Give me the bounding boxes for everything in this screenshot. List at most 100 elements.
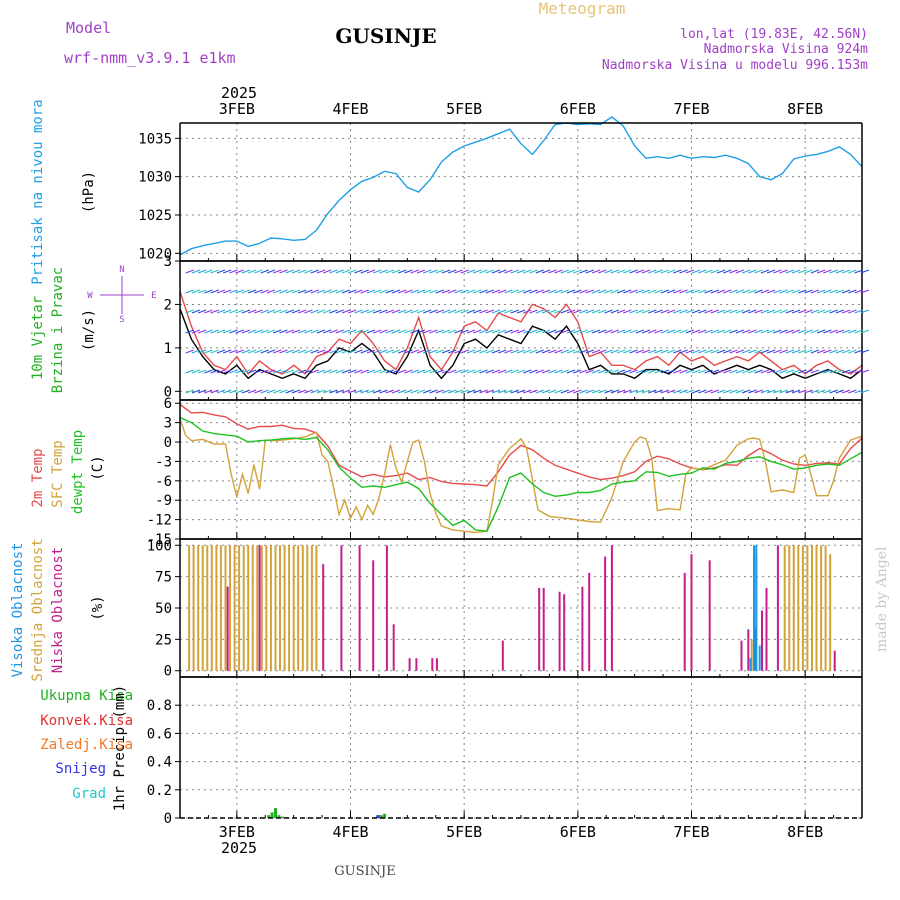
wind-arrow: [835, 289, 845, 294]
wind-arrow: [766, 269, 776, 274]
wind-arrow: [598, 309, 607, 314]
wind-arrow: [823, 309, 832, 314]
wind-arrow: [860, 269, 870, 274]
wind-arrow: [723, 389, 732, 394]
y-tick-label: 0: [164, 435, 172, 451]
x-tick-label-top: 5FEB: [446, 100, 482, 118]
wind-arrow: [479, 369, 488, 374]
y-tick-label: 0: [164, 384, 172, 400]
bar-niska-oblacnost: [435, 658, 438, 671]
wind-arrow: [466, 289, 476, 294]
wind-arrow: [785, 309, 795, 314]
wind-arrow: [248, 269, 257, 274]
wind-arrow: [341, 369, 351, 374]
bar-srednja-oblacnost: [238, 545, 241, 671]
wind-arrow: [298, 289, 307, 294]
y-tick-label: 3: [164, 416, 172, 432]
wind-arrow: [248, 349, 257, 354]
wind-arrow: [235, 349, 244, 354]
wind-arrow: [266, 349, 276, 354]
wind-arrow: [691, 269, 701, 274]
wind-arrow: [604, 389, 613, 394]
wind-arrow: [216, 369, 226, 374]
wind-arrow: [254, 269, 263, 274]
x-tick-label-bottom: 6FEB: [560, 823, 596, 841]
wind-arrow: [829, 369, 838, 374]
wind-arrow: [460, 329, 469, 334]
wind-arrow: [766, 289, 776, 294]
wind-arrow: [629, 289, 638, 294]
wind-arrow: [566, 369, 576, 374]
wind-arrow: [816, 329, 826, 334]
wind-arrow: [648, 349, 657, 354]
wind-arrow: [791, 329, 801, 334]
precip-title-text: 1hr Precip: [112, 727, 128, 811]
wind-arrow: [354, 329, 363, 334]
wind-arrow: [716, 369, 726, 374]
wind-arrow: [185, 269, 194, 274]
wind-arrow: [635, 349, 644, 354]
wind-arrow: [804, 389, 813, 394]
bar-niska-oblacnost: [747, 629, 750, 671]
wind-arrow: [473, 269, 482, 274]
bar-srednja-oblacnost: [806, 545, 809, 671]
wind-arrow: [610, 289, 619, 294]
bar-niska-oblacnost: [563, 594, 566, 671]
wind-arrow: [685, 349, 694, 354]
wind-arrow: [291, 389, 301, 394]
wind-arrow: [616, 349, 626, 354]
wind-arrow: [666, 329, 676, 334]
wind-arrow: [548, 369, 557, 374]
wind-arrow: [404, 329, 413, 334]
wind-arrow: [829, 329, 838, 334]
wind-arrow: [723, 369, 732, 374]
wind-arrow: [248, 289, 257, 294]
wind-arrow: [304, 289, 313, 294]
wind-arrow: [829, 309, 838, 314]
wind-arrow: [748, 389, 757, 394]
wind-arrow: [710, 349, 719, 354]
wind-arrow: [541, 289, 551, 294]
wind-arrow: [185, 369, 194, 374]
wind-arrow: [410, 329, 419, 334]
wind-arrow: [498, 369, 507, 374]
wind-arrow: [516, 329, 526, 334]
bar-niska-oblacnost: [501, 640, 504, 671]
wind-arrow: [616, 269, 626, 274]
wind-arrow: [748, 309, 757, 314]
wind-arrow: [566, 309, 576, 314]
wind-arrow: [529, 309, 538, 314]
cloud-mid-title: Srednja Oblacnost: [30, 538, 46, 681]
wind-arrow: [548, 329, 557, 334]
wind-arrow: [854, 329, 863, 334]
wind-arrow: [498, 309, 507, 314]
wind-arrow: [629, 269, 638, 274]
wind-arrow: [423, 329, 432, 334]
wind-arrow: [379, 389, 388, 394]
bar-ukupna-kisa: [270, 812, 274, 818]
wind-arrow: [223, 349, 232, 354]
wind-arrow: [685, 289, 694, 294]
wind-arrow: [304, 329, 313, 334]
wind-arrow: [841, 369, 851, 374]
wind-arrow: [385, 329, 394, 334]
wind-arrow: [491, 369, 501, 374]
bar-srednja-oblacnost: [310, 545, 313, 671]
wind-arrow: [254, 369, 263, 374]
wind-arrow: [491, 329, 501, 334]
wind-arrow: [535, 289, 544, 294]
wind-arrow: [560, 289, 569, 294]
wind-arrow: [404, 289, 413, 294]
y-tick-label: 0.8: [147, 698, 172, 714]
bar-niska-oblacnost: [415, 658, 418, 671]
wind-arrow: [373, 289, 382, 294]
wind-arrow: [629, 369, 638, 374]
wind-arrow: [860, 329, 870, 334]
wind-arrow: [279, 389, 288, 394]
x-tick-label-top: 7FEB: [673, 100, 709, 118]
wind-arrow: [610, 389, 619, 394]
wind-arrow: [629, 329, 638, 334]
precip-panel-labels: Ukupna Kisa Konvek.Kisa Zaledj.Kisa Snij…: [40, 685, 133, 811]
wind-arrow: [198, 309, 207, 314]
wind-arrow: [854, 369, 863, 374]
